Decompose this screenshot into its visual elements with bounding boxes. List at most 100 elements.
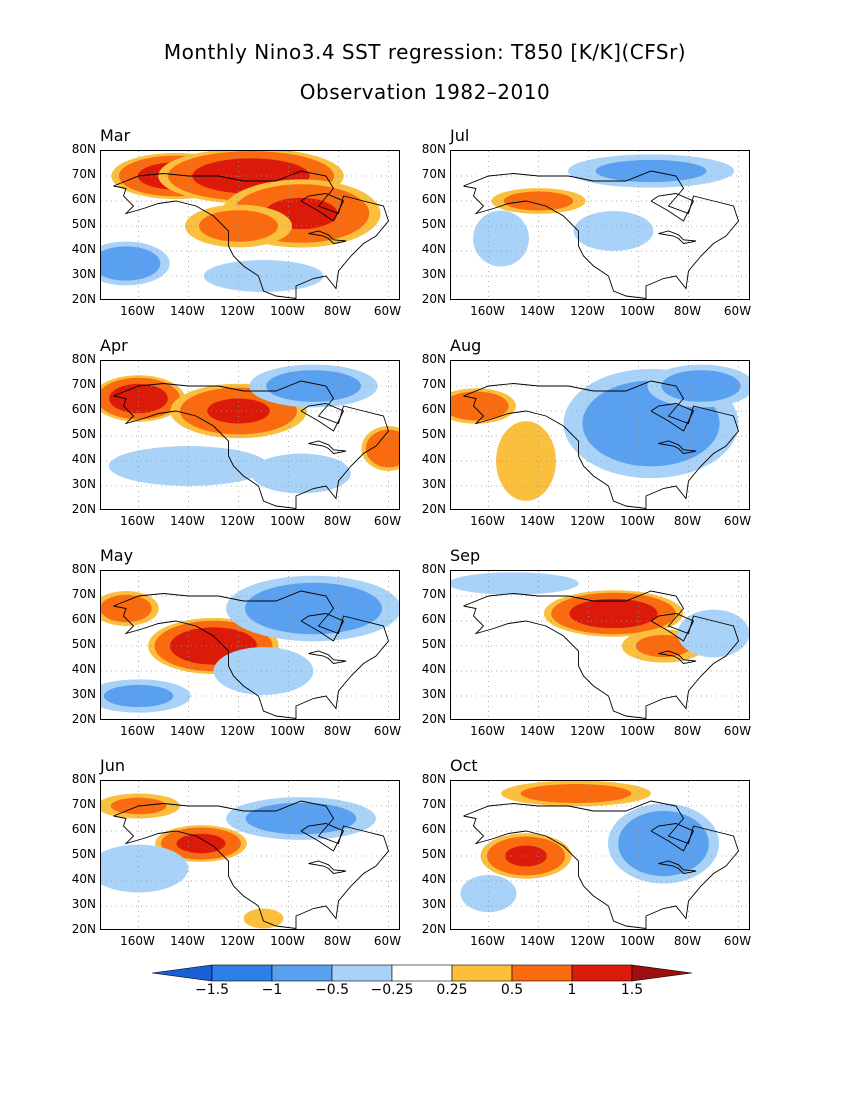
anomaly-contour-oct-2 xyxy=(618,810,709,877)
y-tick-label: 40N xyxy=(71,242,96,256)
anomaly-contour-may-4 xyxy=(213,647,314,695)
x-tick-label: 140W xyxy=(520,514,555,528)
y-tick-label: 30N xyxy=(71,687,96,701)
anomaly-contour-apr-5 xyxy=(251,453,351,494)
panel-label-sep: Sep xyxy=(450,546,481,565)
x-tick-label: 60W xyxy=(373,934,402,948)
map-panel-sep xyxy=(450,570,750,720)
x-tick-label: 140W xyxy=(520,304,555,318)
y-tick-label: 60N xyxy=(71,822,96,836)
y-tick-label: 70N xyxy=(71,587,96,601)
map-panel-may xyxy=(100,570,400,720)
x-tick-label: 80W xyxy=(673,514,702,528)
y-tick-label: 60N xyxy=(421,822,446,836)
anomaly-contour-sep-1 xyxy=(635,634,692,658)
y-tick-label: 80N xyxy=(421,142,446,156)
y-tick-label: 20N xyxy=(421,502,446,516)
coastline xyxy=(463,380,740,509)
x-tick-label: 60W xyxy=(373,304,402,318)
map-panel-oct xyxy=(450,780,750,930)
x-tick-label: 120W xyxy=(570,934,605,948)
y-tick-label: 40N xyxy=(71,452,96,466)
y-tick-label: 30N xyxy=(421,477,446,491)
x-tick-label: 100W xyxy=(270,304,305,318)
x-tick-label: 100W xyxy=(620,514,655,528)
x-tick-label: 80W xyxy=(673,304,702,318)
great-lakes-outline xyxy=(308,860,347,874)
anomaly-contour-oct-3 xyxy=(460,874,517,913)
x-tick-label: 140W xyxy=(520,724,555,738)
map-svg-aug xyxy=(451,361,749,509)
y-tick-label: 20N xyxy=(421,922,446,936)
x-tick-label: 100W xyxy=(620,724,655,738)
hudson-bay-outline xyxy=(650,823,695,852)
map-panel-apr xyxy=(100,360,400,510)
coastline xyxy=(113,800,390,929)
y-tick-label: 80N xyxy=(71,562,96,576)
x-tick-label: 140W xyxy=(170,304,205,318)
y-tick-label: 50N xyxy=(71,637,96,651)
coastline xyxy=(113,590,390,719)
great-lakes-outline xyxy=(308,440,347,454)
chart-subtitle: Observation 1982–2010 xyxy=(299,80,551,104)
x-tick-label: 140W xyxy=(170,514,205,528)
great-lakes-outline xyxy=(658,650,697,664)
coastline xyxy=(463,170,740,299)
x-tick-label: 140W xyxy=(170,934,205,948)
x-tick-label: 160W xyxy=(120,934,155,948)
colorbar-segment-3 xyxy=(331,964,393,982)
y-tick-label: 60N xyxy=(71,402,96,416)
hudson-bay-outline xyxy=(300,613,345,642)
x-tick-label: 140W xyxy=(170,724,205,738)
x-tick-label: 140W xyxy=(520,934,555,948)
x-tick-label: 60W xyxy=(723,934,752,948)
x-tick-label: 160W xyxy=(470,724,505,738)
y-tick-label: 40N xyxy=(421,452,446,466)
x-tick-label: 80W xyxy=(673,934,702,948)
x-tick-label: 80W xyxy=(673,724,702,738)
x-tick-label: 120W xyxy=(220,724,255,738)
x-tick-label: 120W xyxy=(220,304,255,318)
y-tick-label: 60N xyxy=(421,612,446,626)
map-svg-mar xyxy=(101,151,399,299)
anomaly-contour-oct-1 xyxy=(520,784,632,803)
y-tick-label: 60N xyxy=(71,612,96,626)
x-tick-label: 100W xyxy=(270,724,305,738)
coastline xyxy=(113,380,390,509)
y-tick-label: 20N xyxy=(71,292,96,306)
y-tick-label: 70N xyxy=(71,167,96,181)
map-panel-aug xyxy=(450,360,750,510)
y-tick-label: 50N xyxy=(71,847,96,861)
map-svg-sep xyxy=(451,571,749,719)
panel-label-aug: Aug xyxy=(450,336,482,355)
x-tick-label: 60W xyxy=(373,724,402,738)
map-svg-may xyxy=(101,571,399,719)
y-tick-label: 80N xyxy=(71,352,96,366)
colorbar-label: −0.25 xyxy=(370,982,414,998)
y-tick-label: 30N xyxy=(71,267,96,281)
y-tick-label: 20N xyxy=(421,712,446,726)
x-tick-label: 160W xyxy=(470,934,505,948)
map-svg-jul xyxy=(451,151,749,299)
y-tick-label: 40N xyxy=(421,872,446,886)
anomaly-contour-jun-4 xyxy=(243,908,284,929)
colorbar-label: 1.5 xyxy=(620,982,644,998)
hudson-bay-outline xyxy=(650,613,695,642)
panel-label-jun: Jun xyxy=(100,756,125,775)
y-tick-label: 30N xyxy=(71,897,96,911)
coastline xyxy=(463,590,740,719)
map-panel-mar xyxy=(100,150,400,300)
x-tick-label: 160W xyxy=(470,514,505,528)
y-tick-label: 50N xyxy=(71,427,96,441)
y-tick-label: 20N xyxy=(71,922,96,936)
x-tick-label: 80W xyxy=(323,304,352,318)
colorbar-segment-7 xyxy=(571,964,633,982)
y-tick-label: 30N xyxy=(421,267,446,281)
y-tick-label: 50N xyxy=(421,847,446,861)
y-tick-label: 40N xyxy=(71,662,96,676)
colorbar-label: 0.25 xyxy=(436,982,468,998)
colorbar xyxy=(152,964,693,982)
anomaly-contour-sep-0 xyxy=(569,598,658,629)
y-tick-label: 30N xyxy=(71,477,96,491)
anomaly-contour-mar-4 xyxy=(101,246,161,281)
